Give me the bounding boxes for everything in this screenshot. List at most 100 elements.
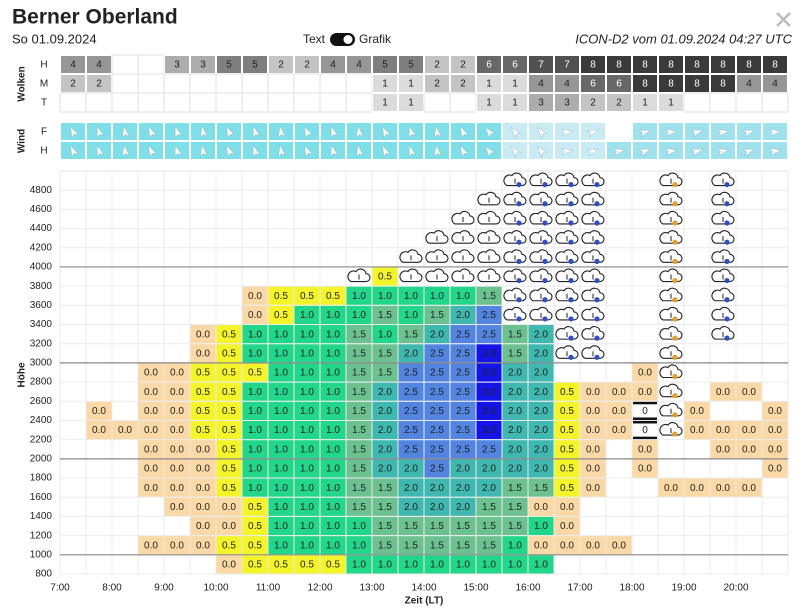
lift-cell (372, 555, 398, 574)
cloud-icon (711, 191, 735, 207)
lift-cell (502, 516, 528, 536)
lift-value: 1.0 (326, 348, 340, 359)
lift-value: 2.0 (482, 464, 496, 475)
lift-value: 0.0 (196, 502, 210, 513)
lift-value: 2.0 (534, 464, 548, 475)
lift-cell (242, 459, 268, 478)
lift-cell (346, 478, 372, 497)
lift-value: 1.5 (378, 368, 392, 379)
lift-value: 0.5 (222, 464, 236, 475)
cloud-dot (672, 201, 678, 207)
wind-arrow (536, 126, 548, 139)
lift-value: 3.0 (482, 406, 496, 417)
lift-value: 2.5 (482, 444, 496, 455)
cloud-value: 4 (96, 60, 102, 71)
cloud-dot (516, 201, 522, 207)
y-tick-label: 2000 (30, 453, 53, 464)
cloud-cell-empty (241, 73, 269, 94)
cloud-dot (542, 316, 548, 322)
cloud-value: 3 (174, 60, 180, 71)
lift-cell (320, 382, 346, 401)
cloud-dot (672, 412, 678, 418)
x-tick-label: 8:00 (102, 583, 122, 594)
cloud-cell-empty (423, 92, 451, 113)
lift-value: 0.0 (638, 368, 652, 379)
lift-value: 1.0 (482, 560, 496, 571)
toggle-grafik[interactable]: Grafik (359, 32, 392, 46)
lift-cell (346, 363, 372, 382)
cloud-cell (632, 93, 658, 112)
lift-value: 0.0 (586, 464, 600, 475)
lift-cell (710, 440, 736, 459)
cloud-value: 4 (356, 60, 362, 71)
wind-arrow (460, 144, 469, 158)
lift-cell (164, 497, 190, 516)
lift-cell (476, 459, 502, 478)
lift-value: 1.0 (326, 521, 340, 532)
cloud-value: 1 (486, 98, 492, 109)
lift-value: 1.0 (326, 406, 340, 417)
y-tick-label: 3600 (30, 300, 53, 311)
lift-value: 0.0 (170, 540, 184, 551)
wind-arrow (586, 129, 600, 138)
lift-cell (450, 420, 476, 440)
lift-cell (606, 401, 632, 420)
y-tick-label: 1800 (30, 473, 53, 484)
lift-value: 0.0 (586, 406, 600, 417)
wind-arrow (742, 129, 756, 138)
cloud-dot (724, 239, 730, 245)
lift-value: 2.0 (534, 444, 548, 455)
lift-cell (268, 555, 294, 574)
lift-cell (424, 459, 450, 478)
y-tick-label: 800 (35, 569, 52, 580)
lift-value: 0.0 (612, 387, 626, 398)
cloud-icon (529, 268, 553, 284)
cloud-cell-empty (761, 92, 789, 113)
lift-value: 0.0 (586, 425, 600, 436)
cloud-cell-empty (215, 73, 243, 94)
cloud-cell-empty (345, 73, 373, 94)
cloud-row-label: H (40, 60, 47, 71)
close-button[interactable] (776, 12, 791, 27)
lift-value: 1.5 (352, 387, 366, 398)
cloud-dot (724, 258, 730, 264)
lift-cell (528, 382, 554, 401)
lift-cell (762, 459, 788, 478)
lift-cell (528, 497, 554, 516)
wind-arrow (200, 125, 208, 139)
lift-value: 0.0 (118, 425, 132, 436)
lift-cell (294, 478, 320, 497)
cloud-icon (711, 230, 735, 245)
lift-cell (190, 459, 216, 478)
cloud-icon (503, 172, 527, 188)
cloud-icon (659, 172, 683, 188)
cloud-dot (516, 220, 522, 226)
cloud-value: 2 (70, 79, 76, 90)
lift-value: 1.5 (352, 502, 366, 513)
y-tick-label: 1600 (30, 492, 53, 503)
lift-value: 1.0 (300, 329, 314, 340)
lift-cell (242, 420, 268, 440)
wind-arrow (356, 125, 364, 139)
cloud-value: 5 (408, 60, 414, 71)
lift-cell (372, 382, 398, 401)
cloud-value: 2 (96, 79, 102, 90)
toggle-text[interactable]: Text (303, 32, 326, 46)
lift-value: 0.0 (144, 368, 158, 379)
lift-value: 2.5 (404, 444, 418, 455)
cloud-value: 8 (642, 60, 648, 71)
x-tick-label: 19:00 (671, 583, 696, 594)
lift-value: 2.5 (430, 406, 444, 417)
cloud-value: 4 (70, 60, 76, 71)
cloud-cell (372, 74, 398, 93)
lift-value: 1.5 (508, 483, 522, 494)
y-axis-label: Höhe (17, 362, 28, 387)
lift-cell (554, 497, 580, 516)
lift-cell (320, 536, 346, 555)
lift-value: 1.0 (300, 406, 314, 417)
cloud-dot (516, 239, 522, 245)
lift-cell (476, 363, 502, 382)
lift-value: 2.5 (430, 387, 444, 398)
lift-value: 0.5 (222, 425, 236, 436)
